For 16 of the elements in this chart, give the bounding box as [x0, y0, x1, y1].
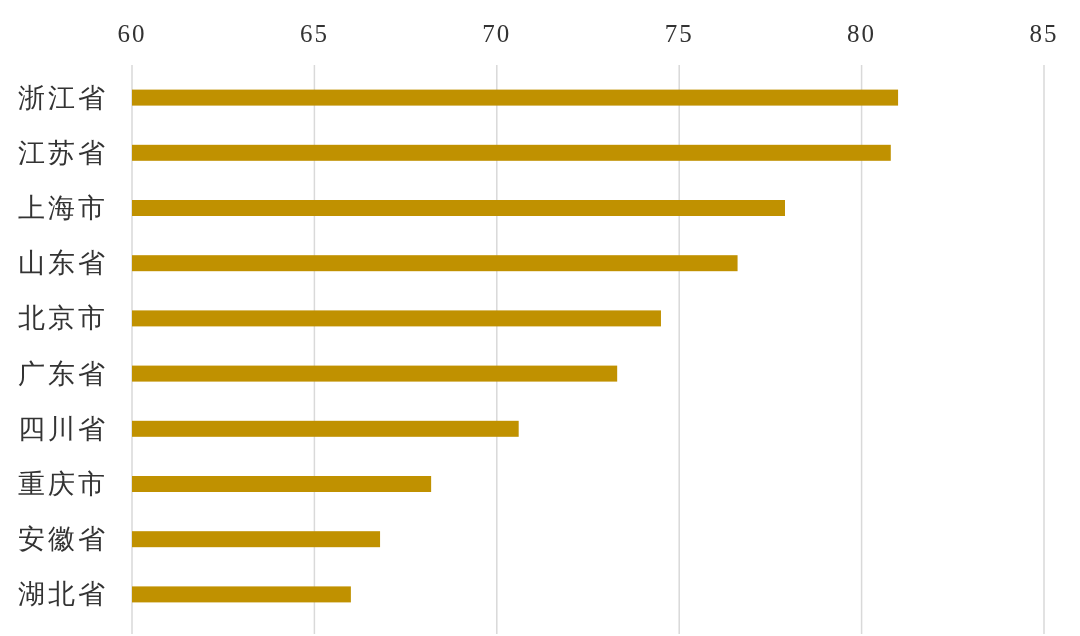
x-tick-label: 65 [299, 20, 329, 47]
y-tick-label: 北京市 [18, 303, 108, 334]
y-tick-label: 安徽省 [18, 524, 108, 555]
y-tick-label: 广东省 [18, 358, 108, 389]
x-tick-label: 70 [482, 20, 512, 47]
x-tick-label: 75 [664, 20, 694, 47]
y-tick-label: 重庆市 [18, 469, 108, 499]
y-tick-label: 四川省 [18, 413, 108, 444]
y-tick-label: 上海市 [18, 193, 108, 223]
x-tick-label: 60 [117, 20, 147, 47]
y-tick-label: 山东省 [18, 248, 108, 279]
x-tick-label: 85 [1029, 20, 1059, 47]
x-tick-label: 80 [847, 20, 877, 47]
y-tick-label: 江苏省 [18, 137, 108, 168]
y-tick-label: 浙江省 [18, 82, 108, 113]
y-tick-label: 湖北省 [18, 579, 108, 610]
